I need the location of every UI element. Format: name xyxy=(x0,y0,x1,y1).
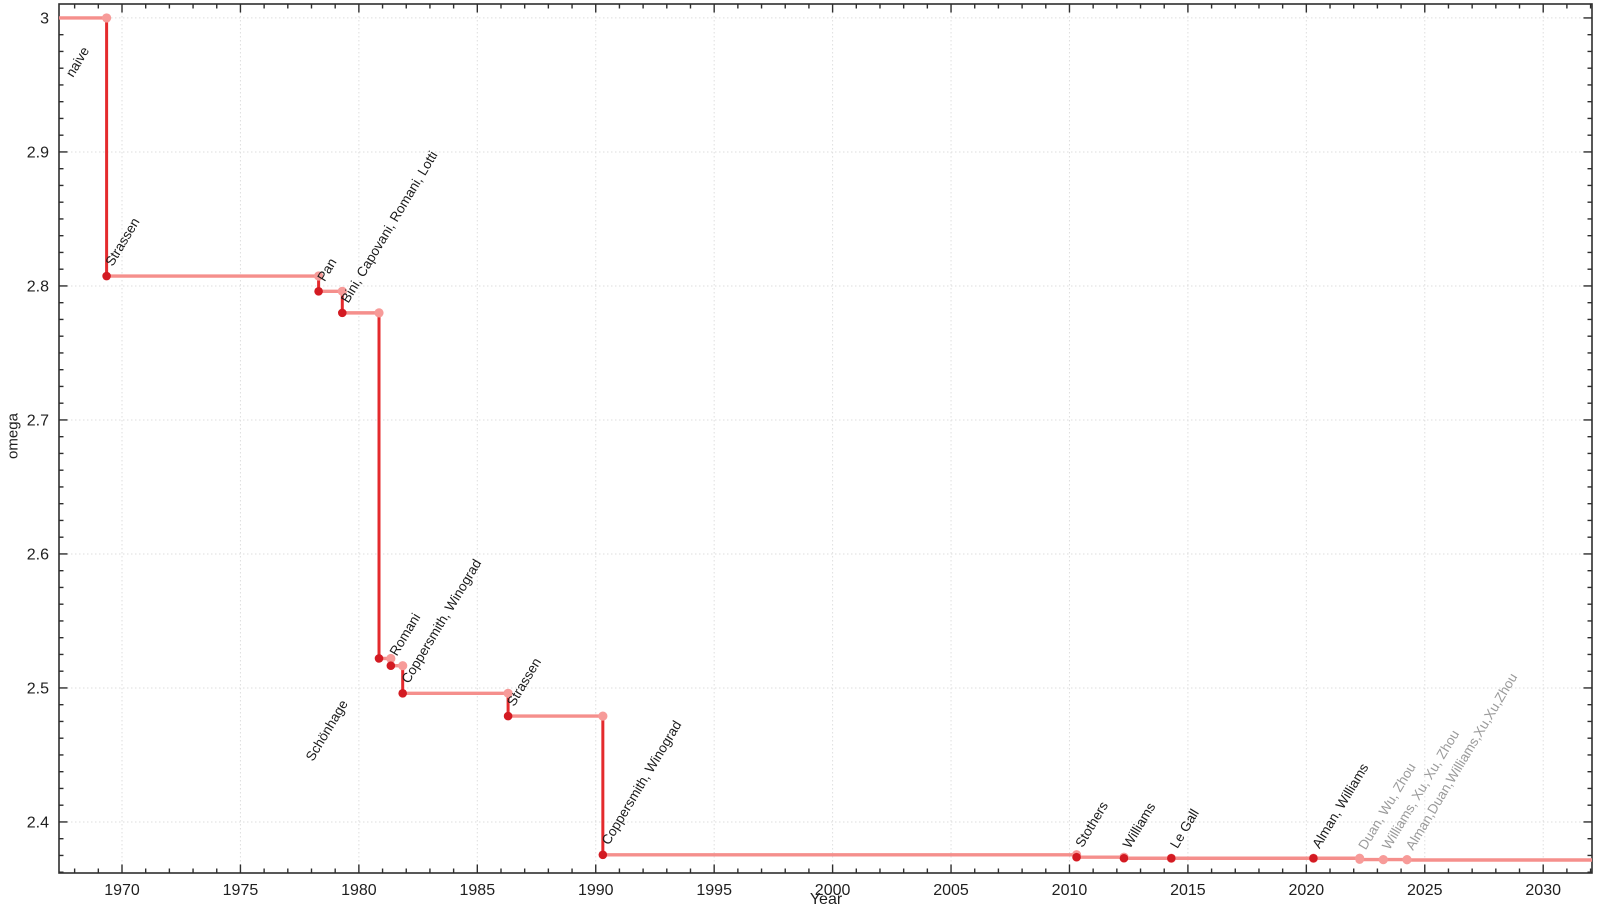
point-label: Coppersmith, Winograd xyxy=(599,718,685,847)
x-tick-label: 1975 xyxy=(223,882,259,899)
point-label: Alman,Duan,Williams,Xu,Xu,Zhou xyxy=(1403,671,1521,853)
step-corner-marker xyxy=(102,13,112,23)
data-point-marker xyxy=(1119,853,1129,863)
point-label: Stothers xyxy=(1072,799,1111,850)
step-corner-marker xyxy=(386,653,396,664)
x-tick-label: 2000 xyxy=(815,882,851,899)
step-corner-marker xyxy=(503,688,513,698)
y-axis-title: omega xyxy=(4,413,22,459)
point-label: Schönhage xyxy=(303,697,351,763)
step-corner-marker xyxy=(314,271,324,281)
x-axis-title: Year xyxy=(809,891,843,908)
point-label: Williams xyxy=(1120,800,1159,851)
plot-frame xyxy=(58,3,1593,874)
y-tick-label: 2.6 xyxy=(27,546,49,563)
y-tick-label: 2.5 xyxy=(27,680,49,697)
step-corner-marker xyxy=(337,286,347,296)
x-tick-label: 1990 xyxy=(578,882,614,899)
x-tick-label: 1995 xyxy=(696,882,732,899)
data-point-marker xyxy=(386,661,396,670)
data-point-marker xyxy=(1402,855,1412,865)
step-corner-marker xyxy=(598,711,608,721)
x-tick-label: 2025 xyxy=(1407,882,1443,899)
y-tick-label: 2.8 xyxy=(27,278,49,295)
step-corner-marker xyxy=(374,308,384,318)
data-point-marker xyxy=(337,308,347,318)
x-tick-label: 2015 xyxy=(1170,882,1206,899)
y-tick-label: 2.9 xyxy=(27,144,49,161)
data-point-marker xyxy=(1309,853,1318,863)
data-point-marker xyxy=(598,850,608,860)
y-tick-label: 2.7 xyxy=(27,412,49,429)
data-point-marker xyxy=(374,654,384,663)
x-tick-label: 1980 xyxy=(341,882,377,899)
point-label: Strassen xyxy=(504,655,544,708)
data-point-marker xyxy=(1167,853,1176,863)
point-label: Bini, Capovani, Romani, Lotti xyxy=(338,148,441,305)
data-point-marker xyxy=(102,271,111,281)
y-tick-label: 3 xyxy=(40,10,49,27)
x-tick-label: 2020 xyxy=(1289,882,1325,899)
x-tick-label: 1970 xyxy=(104,882,140,899)
data-point-marker xyxy=(1379,855,1388,864)
step-corner-marker xyxy=(398,661,408,671)
point-label: Le Gall xyxy=(1167,806,1202,850)
x-tick-label: 2030 xyxy=(1525,882,1561,899)
data-point-marker xyxy=(1355,855,1364,864)
x-tick-label: 2005 xyxy=(933,882,969,899)
x-tick-label: 2010 xyxy=(1052,882,1088,899)
point-label: naive xyxy=(63,44,92,79)
data-point-marker xyxy=(398,689,407,698)
data-point-marker xyxy=(1072,852,1081,862)
x-tick-label: 1985 xyxy=(460,882,496,899)
y-tick-label: 2.4 xyxy=(27,814,49,831)
data-point-marker xyxy=(503,711,513,721)
data-point-marker xyxy=(314,286,323,296)
